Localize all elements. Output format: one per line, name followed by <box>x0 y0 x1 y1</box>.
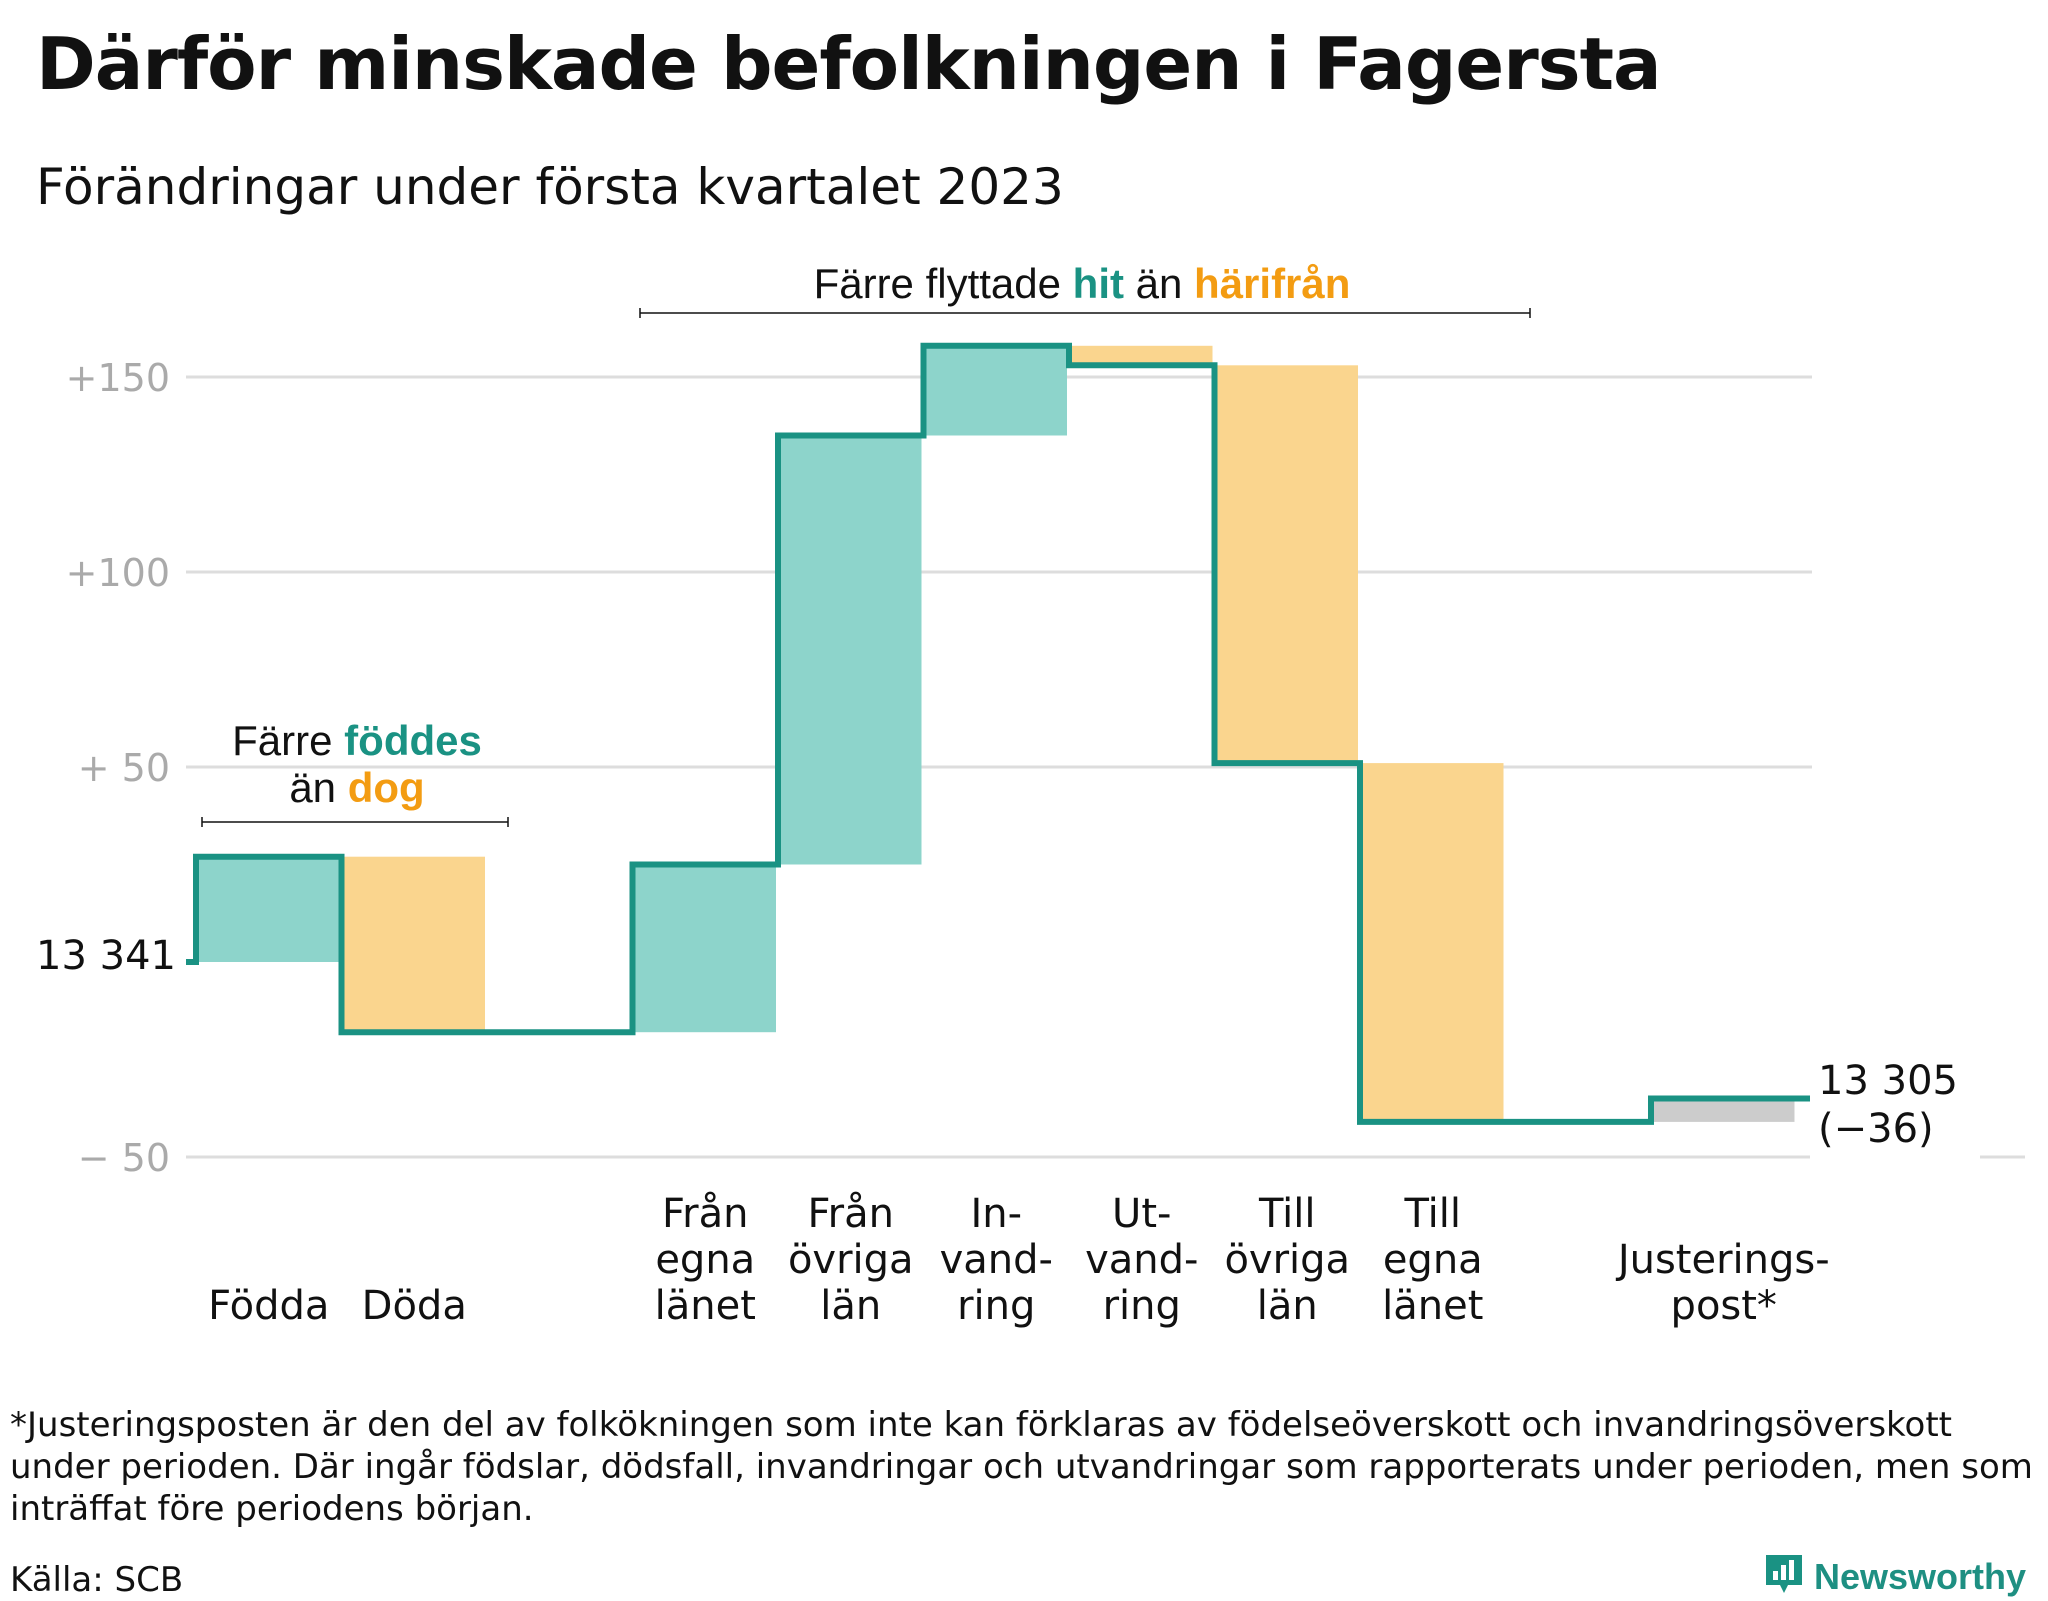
waterfall-chart: +150+100+ 50− 50 Födda DödaFrånegnalänetF… <box>36 260 2025 1329</box>
value-labels: 13 341 13 305 (−36) <box>36 933 1980 1160</box>
bar-inflow <box>925 345 1067 436</box>
end-change-label: (−36) <box>1818 1106 1934 1152</box>
x-category-labels: Födda DödaFrånegnalänetFrånövrigalänIn-va… <box>208 1191 1830 1329</box>
x-category-label: egna <box>655 1237 755 1283</box>
newsworthy-logo-icon <box>1764 1553 1804 1601</box>
annotation-highlight-teal: hit <box>1073 260 1124 307</box>
migration-annotation: Färre flyttade hit än härifrån <box>639 260 1531 318</box>
x-category-label: vand- <box>940 1237 1053 1283</box>
x-category-label: län <box>820 1283 881 1329</box>
x-category-label: länet <box>1382 1283 1483 1329</box>
annotation-highlight-orange: härifrån <box>1194 260 1350 307</box>
annotation-text: Färre flyttade <box>814 260 1073 307</box>
running-total-path <box>186 342 1943 1125</box>
bar-outflow <box>1071 345 1213 366</box>
x-category-label: ring <box>1103 1283 1181 1329</box>
x-category-label: övriga <box>788 1237 914 1283</box>
start-value-label: 13 341 <box>36 933 176 979</box>
bar-inflow <box>634 864 776 1033</box>
x-category-label: Från <box>808 1191 894 1237</box>
y-tick-label: +100 <box>66 551 170 595</box>
y-tick-label: +150 <box>66 356 170 400</box>
x-category-label: ring <box>957 1283 1035 1329</box>
x-category-label: In- <box>970 1191 1022 1237</box>
grid-lines <box>186 375 2025 1159</box>
births-annotation: Färre föddes än dog <box>201 717 509 827</box>
end-value-label: 13 305 <box>1818 1058 1958 1104</box>
x-category-label: län <box>1257 1283 1318 1329</box>
y-tick-label: − 50 <box>78 1136 170 1180</box>
x-category-label: Döda <box>362 1283 467 1329</box>
chart-subtitle: Förändringar under första kvartalet 2023 <box>36 158 1064 216</box>
x-category-label: post* <box>1671 1283 1777 1329</box>
bar-outflow <box>1362 763 1504 1122</box>
annotation-text: Färre <box>232 717 344 764</box>
bars <box>198 345 1795 1122</box>
x-category-label: Justerings- <box>1615 1237 1830 1283</box>
x-category-label: vand- <box>1085 1237 1198 1283</box>
x-category-label: Födda <box>208 1283 329 1329</box>
source-label: Källa: SCB <box>10 1560 184 1600</box>
x-category-label: Ut- <box>1112 1191 1171 1237</box>
brand-name: Newsworthy <box>1813 1556 2026 1597</box>
x-category-label: övriga <box>1224 1237 1350 1283</box>
x-category-label: Till <box>1258 1191 1316 1237</box>
chart-title: Därför minskade befolkningen i Fagersta <box>36 22 1662 106</box>
footnote: *Justeringsposten är den del av folkökni… <box>10 1405 2033 1529</box>
brand: Newsworthy <box>1764 1553 2026 1601</box>
annotation-highlight-orange: dog <box>348 764 425 811</box>
svg-text:än dog: än dog <box>289 764 424 811</box>
x-category-label: Till <box>1403 1191 1461 1237</box>
annotation-bracket <box>639 308 1531 318</box>
bar-outflow <box>1216 365 1358 764</box>
bar-inflow <box>198 856 340 962</box>
svg-text:Färre flyttade hit än härifrån: Färre flyttade hit än härifrån <box>814 260 1351 307</box>
annotation-text: än <box>289 764 347 811</box>
bar-inflow <box>780 435 922 865</box>
x-category-label: Från <box>662 1191 748 1237</box>
y-tick-labels: +150 +100 + 50 − 50 <box>66 356 170 1180</box>
annotation-text: än <box>1124 260 1194 307</box>
y-tick-label: + 50 <box>78 746 170 790</box>
running-total-line <box>186 342 1943 1125</box>
x-category-label: länet <box>655 1283 756 1329</box>
annotation-bracket <box>201 817 509 827</box>
bar-outflow <box>343 856 485 1033</box>
annotation-highlight-teal: föddes <box>344 717 482 764</box>
svg-text:Färre föddes: Färre föddes <box>232 717 482 764</box>
x-category-label: egna <box>1383 1237 1483 1283</box>
bar-adjustment <box>1653 1098 1795 1122</box>
